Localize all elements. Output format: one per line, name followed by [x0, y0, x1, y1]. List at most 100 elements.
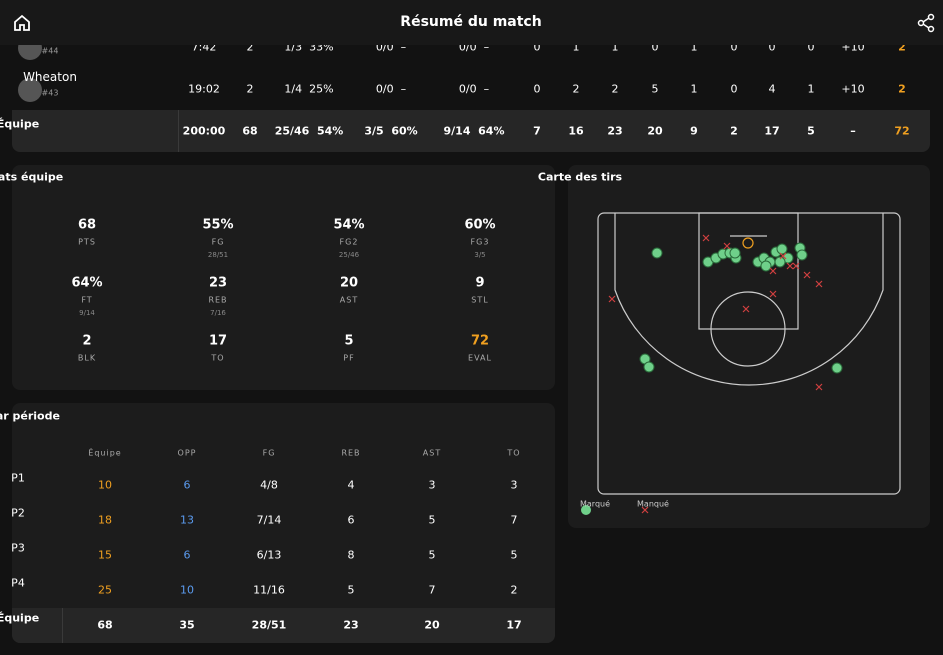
cell: 9/14 64%	[443, 124, 505, 138]
cell: 2	[246, 40, 254, 54]
stat-label: FG3	[470, 237, 490, 247]
missed-shot	[702, 234, 710, 242]
cell: –	[850, 124, 856, 138]
header: Résumé du match	[0, 0, 943, 45]
cell: 5	[428, 548, 436, 562]
column-header: REB	[341, 448, 361, 458]
stat-detail: 3/5	[474, 251, 486, 259]
cell: 4/8	[260, 478, 278, 492]
cell: 3	[510, 478, 518, 492]
cell: 25/46 54%	[274, 124, 344, 138]
cell: 2	[898, 40, 906, 54]
missed-shot	[742, 305, 750, 313]
cell: 72	[894, 124, 910, 138]
missed-shot	[769, 290, 777, 298]
made-shot	[776, 243, 788, 255]
cell: 0	[533, 40, 541, 54]
divider	[178, 110, 179, 152]
stat-label: TO	[211, 353, 225, 363]
legend-label: Marqué	[579, 499, 611, 509]
cell: 6	[183, 548, 191, 562]
stat-label: BLK	[77, 353, 97, 363]
missed-shot	[779, 252, 787, 260]
stat-label: STL	[471, 295, 489, 305]
stat-value: 54%	[333, 217, 365, 233]
stat-label: PTS	[78, 237, 96, 247]
home-icon[interactable]	[12, 13, 32, 33]
stat-detail: 28/51	[207, 251, 229, 259]
cell: 0	[768, 40, 776, 54]
column-header: TO	[507, 448, 521, 458]
stat-value: 64%	[71, 275, 103, 291]
cell: 2	[510, 583, 518, 597]
cell: 5	[510, 548, 518, 562]
cell: 8	[347, 548, 355, 562]
stat-detail: 7/16	[210, 309, 226, 317]
team-label: Équipe	[0, 117, 40, 131]
stat-label: REB	[208, 295, 228, 305]
cell: 0	[533, 82, 541, 96]
shot-chart	[581, 212, 901, 515]
made-shot	[760, 260, 772, 272]
cell: 200:00	[182, 124, 226, 138]
cell: 4	[347, 478, 355, 492]
cell: 2	[898, 82, 906, 96]
panel-title: Stats équipe	[0, 170, 64, 184]
cell: 6	[183, 478, 191, 492]
cell: 7	[533, 124, 541, 138]
cell: 0/0 –	[375, 82, 407, 96]
cell: 11/16	[253, 583, 285, 597]
stat-label: EVAL	[468, 353, 492, 363]
cell: 4	[768, 82, 776, 96]
stat-value: 20	[339, 275, 359, 291]
cell: 17	[764, 124, 780, 138]
missed-shot	[608, 295, 616, 303]
cell: 15	[98, 548, 112, 562]
cell: 19:02	[188, 82, 220, 96]
cell: 0	[730, 40, 738, 54]
column-header: AST	[422, 448, 442, 458]
cell: 18	[98, 513, 112, 527]
cell: 5	[347, 583, 355, 597]
cell: 68	[242, 124, 258, 138]
stat-label: FT	[81, 295, 93, 305]
cell: 2	[730, 124, 738, 138]
cell: 20	[647, 124, 663, 138]
cell: 23	[607, 124, 623, 138]
stat-label: PF	[343, 353, 355, 363]
cell: 0	[730, 82, 738, 96]
cell: 13	[180, 513, 194, 527]
cell: 1	[690, 40, 698, 54]
cell: 28/51	[251, 618, 287, 632]
cell: 9	[690, 124, 698, 138]
made-shot	[796, 249, 808, 261]
stat-label: AST	[339, 295, 359, 305]
stat-value: 9	[475, 275, 485, 291]
cell: 17	[506, 618, 522, 632]
cell: 7	[428, 583, 436, 597]
cell: 1	[807, 82, 815, 96]
panel-title: Carte des tirs	[537, 170, 623, 184]
cell: 1	[572, 40, 580, 54]
period-total-row	[12, 608, 555, 643]
stat-value: 2	[82, 333, 92, 349]
stat-value: 5	[344, 333, 354, 349]
total-label: Équipe	[0, 611, 40, 625]
shot-chart-panel	[568, 165, 930, 528]
cell: 25	[98, 583, 112, 597]
missed-shot	[786, 262, 794, 270]
period-label: P1	[11, 471, 25, 485]
cell: 16	[568, 124, 584, 138]
stat-label: FG2	[339, 237, 359, 247]
avatar	[18, 78, 42, 102]
cell: 68	[97, 618, 113, 632]
share-icon[interactable]	[917, 13, 937, 33]
cell: 6	[347, 513, 355, 527]
cell: 2	[572, 82, 580, 96]
divider	[62, 608, 63, 643]
period-label: P4	[11, 576, 25, 590]
cell: 2	[611, 82, 619, 96]
missed-shot	[792, 262, 800, 270]
column-header: OPP	[177, 448, 197, 458]
cell: 7	[510, 513, 518, 527]
